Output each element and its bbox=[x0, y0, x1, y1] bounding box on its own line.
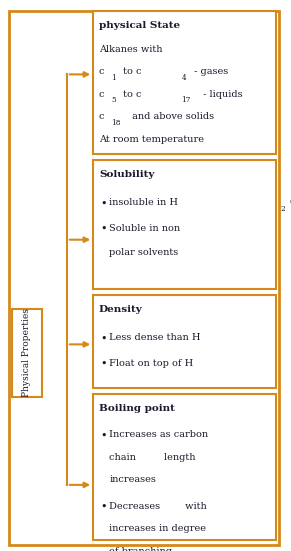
Text: - gases: - gases bbox=[191, 67, 228, 76]
Text: 1: 1 bbox=[111, 74, 116, 82]
FancyBboxPatch shape bbox=[93, 160, 276, 289]
Text: Alkanes with: Alkanes with bbox=[99, 45, 162, 54]
Text: c: c bbox=[99, 90, 104, 99]
Text: increases: increases bbox=[109, 476, 156, 484]
Text: 18: 18 bbox=[111, 119, 120, 127]
Text: 4: 4 bbox=[182, 74, 186, 82]
Text: of branching: of branching bbox=[109, 547, 172, 551]
FancyBboxPatch shape bbox=[93, 11, 276, 154]
Text: c: c bbox=[99, 112, 104, 121]
Text: 5: 5 bbox=[111, 96, 116, 104]
Text: Increases as carbon: Increases as carbon bbox=[109, 430, 208, 439]
Text: - liquids: - liquids bbox=[200, 90, 242, 99]
Text: Density: Density bbox=[99, 305, 143, 314]
Text: •: • bbox=[100, 502, 107, 512]
Text: •: • bbox=[100, 224, 107, 234]
Text: At room temperature: At room temperature bbox=[99, 134, 204, 144]
Text: •: • bbox=[100, 430, 107, 440]
FancyBboxPatch shape bbox=[93, 295, 276, 388]
Text: and above solids: and above solids bbox=[129, 112, 215, 121]
Text: Solubility: Solubility bbox=[99, 170, 154, 179]
Text: to c: to c bbox=[120, 67, 142, 76]
Text: increases in degree: increases in degree bbox=[109, 524, 206, 533]
FancyBboxPatch shape bbox=[12, 309, 42, 397]
Text: Float on top of H: Float on top of H bbox=[109, 359, 194, 368]
FancyBboxPatch shape bbox=[93, 394, 276, 540]
Text: •: • bbox=[100, 198, 107, 208]
Text: Soluble in non: Soluble in non bbox=[109, 224, 180, 233]
Text: to c: to c bbox=[120, 90, 142, 99]
Text: 17: 17 bbox=[182, 96, 191, 104]
Text: Decreases        with: Decreases with bbox=[109, 502, 207, 511]
Text: Physical Properties: Physical Properties bbox=[22, 308, 31, 397]
Text: physical State: physical State bbox=[99, 21, 180, 30]
Text: O: O bbox=[289, 198, 291, 207]
Text: Boiling point: Boiling point bbox=[99, 404, 175, 413]
Text: polar solvents: polar solvents bbox=[109, 247, 178, 257]
FancyBboxPatch shape bbox=[9, 11, 279, 545]
Text: •: • bbox=[100, 359, 107, 369]
Text: c: c bbox=[99, 67, 104, 76]
Text: •: • bbox=[100, 333, 107, 343]
Text: 2: 2 bbox=[280, 205, 285, 213]
Text: insoluble in H: insoluble in H bbox=[109, 198, 178, 207]
Text: chain         length: chain length bbox=[109, 453, 196, 462]
Text: Less dense than H: Less dense than H bbox=[109, 333, 200, 342]
